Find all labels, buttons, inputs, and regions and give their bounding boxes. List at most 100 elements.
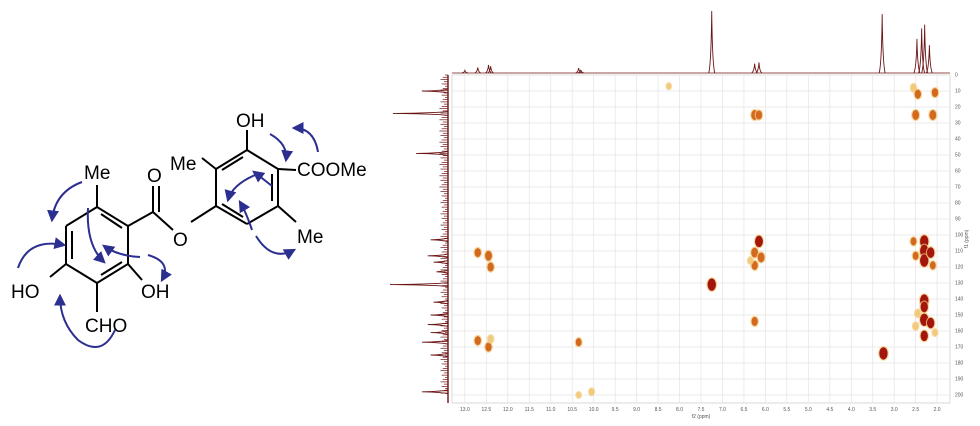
side-projection-peak — [433, 299, 449, 305]
y-axis-label: f1 (ppm) — [964, 229, 970, 248]
x-tick-label: 8.5 — [655, 407, 662, 413]
side-projection-peak — [427, 253, 449, 259]
y-tick-label: 100 — [955, 233, 964, 239]
cross-peak — [927, 317, 935, 329]
cross-peak — [920, 301, 928, 313]
cross-peak — [929, 110, 937, 120]
projection-peak — [755, 62, 763, 74]
y-tick-label: 40 — [955, 137, 961, 143]
x-tick-label: 4.5 — [826, 407, 833, 413]
cross-peak — [915, 309, 921, 318]
projection-peak — [918, 28, 926, 74]
x-axis-label: f2 (ppm) — [692, 414, 711, 420]
label-me-top-right: Me — [170, 154, 196, 175]
hmbc-arrow — [269, 133, 294, 163]
hmbc-arrow — [47, 181, 83, 223]
x-tick-label: 2.0 — [934, 407, 941, 413]
y-axis-ticks: 0 10 20 30 40 50 60 70 80 90 100 110 120 130 140 150 160… — [955, 73, 964, 399]
cross-peak — [751, 247, 759, 258]
cross-peak — [920, 254, 929, 267]
cross-peak — [757, 252, 765, 263]
y-tick-label: 120 — [955, 265, 964, 271]
cross-peak — [707, 278, 716, 291]
label-oh-top-right: OH — [236, 111, 265, 132]
x-axis-ticks: 13.0 12.5 12.0 11.5 11.0 10.5 10.0 9.5 9.0 8.5 8.0… — [460, 407, 941, 413]
projection-peak — [878, 14, 886, 74]
x-tick-label: 3.0 — [891, 407, 898, 413]
cross-peak — [912, 251, 919, 260]
side-projection-peak — [421, 389, 449, 395]
label-oh-bottom: OH — [141, 282, 170, 303]
cross-peak — [913, 322, 919, 330]
y-tick-label: 60 — [955, 169, 961, 175]
label-coome: COOMe — [297, 160, 367, 181]
cross-peak — [474, 336, 481, 346]
y-tick-label: 20 — [955, 105, 961, 111]
cross-peak — [485, 342, 492, 352]
cross-peak — [487, 335, 494, 343]
projection-peak — [913, 38, 921, 74]
side-projection-peak — [421, 339, 449, 345]
chemical-structure: Me O O HO OH CHO Me OH COOMe Me — [11, 111, 367, 349]
x-tick-label: 7.5 — [698, 407, 705, 413]
projection-peak — [575, 67, 582, 74]
projection-peak — [925, 45, 933, 74]
hmbc-arrow — [255, 235, 297, 260]
x-tick-label: 6.5 — [740, 407, 747, 413]
projection-peak — [577, 69, 584, 74]
projection-peak — [474, 67, 481, 74]
x-tick-label: 11.5 — [525, 407, 535, 413]
side-projection-peak — [430, 352, 449, 358]
cross-peak — [747, 257, 753, 264]
top-projection-1h — [452, 10, 950, 74]
cross-peak — [485, 250, 492, 261]
cross-peak — [751, 316, 758, 326]
y-tick-label: 10 — [955, 89, 961, 95]
x-tick-label: 6.0 — [762, 407, 769, 413]
side-projection-peak — [436, 269, 449, 275]
y-tick-label: 70 — [955, 185, 961, 191]
projection-peak — [708, 10, 716, 74]
cross-peak — [576, 392, 581, 398]
hmbc-arrow — [17, 237, 67, 269]
side-projection-13c — [389, 74, 449, 403]
y-tick-label: 160 — [955, 329, 964, 335]
hmbc-spectrum: 13.0 12.5 12.0 11.5 11.0 10.5 10.0 9.5 9.0 8.5 8.0… — [389, 10, 970, 420]
side-projection-peak — [430, 330, 449, 336]
cross-peak — [912, 110, 920, 120]
x-tick-label: 7.0 — [719, 407, 726, 413]
x-tick-label: 3.5 — [869, 407, 876, 413]
projection-peak — [921, 24, 929, 74]
grid — [452, 74, 950, 403]
x-tick-label: 5.0 — [805, 407, 812, 413]
hmbc-arrow — [147, 254, 172, 283]
side-projection-peak — [430, 237, 449, 243]
cross-peak — [575, 338, 582, 347]
cross-peak — [474, 248, 481, 258]
x-tick-label: 5.5 — [783, 407, 790, 413]
y-tick-label: 90 — [955, 217, 961, 223]
hmbc-arrow — [86, 207, 106, 264]
hmbc-arrows — [17, 122, 319, 349]
projection-peak — [485, 64, 492, 74]
y-tick-label: 0 — [955, 73, 958, 79]
y-tick-label: 50 — [955, 153, 961, 159]
side-projection-peak — [392, 110, 449, 116]
side-projection-peak — [421, 88, 449, 94]
projection-peak — [461, 68, 468, 74]
cross-peak — [920, 330, 928, 342]
y-tick-label: 180 — [955, 361, 964, 367]
y-tick-label: 140 — [955, 297, 964, 303]
side-projection-peak — [389, 282, 449, 288]
cross-peak — [914, 89, 921, 99]
x-tick-label: 9.0 — [633, 407, 640, 413]
cross-peaks — [473, 82, 940, 400]
hmbc-arrow — [238, 199, 253, 231]
x-tick-label: 12.0 — [503, 407, 513, 413]
label-ho-left: HO — [11, 282, 40, 303]
y-tick-label: 80 — [955, 201, 961, 207]
x-tick-label: 8.0 — [676, 407, 683, 413]
x-tick-label: 9.5 — [612, 407, 619, 413]
x-tick-label: 10.0 — [589, 407, 599, 413]
hmbc-arrow — [224, 174, 256, 203]
